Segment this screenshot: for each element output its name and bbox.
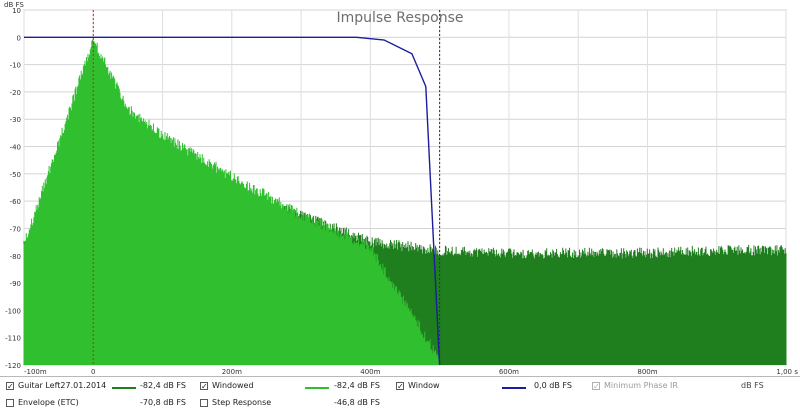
- step-response-value: -46,8 dB FS: [334, 398, 380, 407]
- y-axis-unit-label: dB FS: [4, 1, 24, 9]
- y-tick-label: -50: [10, 171, 21, 179]
- y-tick-label: -10: [10, 62, 21, 70]
- axis-layer: 10 0 -10 -20 -30 -40 -50 -60 -70 -80 -90 -100 -110 -1…: [5, 7, 798, 375]
- legend-row-2: Envelope (ETC) -70,8 dB FS Step Response…: [0, 396, 800, 412]
- x-tick-label: 1,00: [776, 368, 792, 375]
- y-tick-label: -70: [10, 225, 21, 233]
- step-response-checkbox[interactable]: [200, 399, 208, 407]
- windowed-color-swatch: [305, 387, 329, 389]
- guitar-left-checkbox[interactable]: ✓: [6, 382, 14, 391]
- y-tick-label: -40: [10, 144, 21, 152]
- guitar-left-color-swatch: [112, 387, 136, 389]
- y-tick-label: -120: [5, 362, 21, 370]
- step-response-label: Step Response: [212, 398, 272, 407]
- legend-row-1: ✓ Guitar Left27.01.2014 -82,4 dB FS ✓ Wi…: [0, 379, 800, 395]
- x-tick-label: 800m: [637, 368, 657, 375]
- envelope-etc-value: -70,8 dB FS: [140, 398, 186, 407]
- legend-panel: ✓ Guitar Left27.01.2014 -82,4 dB FS ✓ Wi…: [0, 376, 800, 412]
- x-axis-unit-label: s: [794, 368, 798, 375]
- windowed-label: Windowed: [212, 381, 254, 390]
- minimum-phase-ir-value: dB FS: [741, 381, 764, 390]
- chart-svg[interactable]: 10 0 -10 -20 -30 -40 -50 -60 -70 -80 -90 -100 -110 -1…: [0, 0, 800, 375]
- windowed-checkbox[interactable]: ✓: [200, 382, 208, 391]
- y-tick-label: -100: [5, 307, 21, 315]
- y-tick-label: -110: [5, 335, 21, 343]
- cursor-markers[interactable]: [92, 10, 441, 365]
- window-checkbox[interactable]: ✓: [396, 382, 404, 391]
- guitar-left-value: -82,4 dB FS: [140, 381, 186, 390]
- minimum-phase-ir-checkbox[interactable]: ✓: [592, 382, 600, 391]
- x-tick-label: 200m: [222, 368, 242, 375]
- window-value: 0,0 dB FS: [534, 381, 572, 390]
- chart-title: Impulse Response: [336, 10, 463, 26]
- y-tick-label: 0: [17, 34, 21, 42]
- y-tick-label: -20: [10, 89, 21, 97]
- y-tick-label: -60: [10, 198, 21, 206]
- x-tick-label: 0: [91, 368, 95, 375]
- window-color-swatch: [502, 387, 526, 389]
- window-label: Window: [408, 381, 440, 390]
- minimum-phase-ir-label: Minimum Phase IR: [604, 381, 678, 390]
- guitar-left-label: Guitar Left27.01.2014: [18, 381, 107, 390]
- window-series: [24, 36, 441, 366]
- windowed-series: [23, 39, 440, 365]
- y-tick-label: -90: [10, 280, 21, 288]
- envelope-etc-label: Envelope (ETC): [18, 398, 79, 407]
- series-layer: [23, 36, 787, 366]
- y-tick-label: 10: [12, 7, 21, 15]
- windowed-value: -82,4 dB FS: [334, 381, 380, 390]
- x-tick-label: -100m: [24, 368, 47, 375]
- impulse-response-chart[interactable]: 10 0 -10 -20 -30 -40 -50 -60 -70 -80 -90 -100 -110 -1…: [0, 0, 800, 375]
- x-tick-label: 400m: [360, 368, 380, 375]
- y-tick-label: -30: [10, 116, 21, 124]
- y-tick-label: -80: [10, 253, 21, 261]
- envelope-etc-checkbox[interactable]: [6, 399, 14, 407]
- x-tick-label: 600m: [499, 368, 519, 375]
